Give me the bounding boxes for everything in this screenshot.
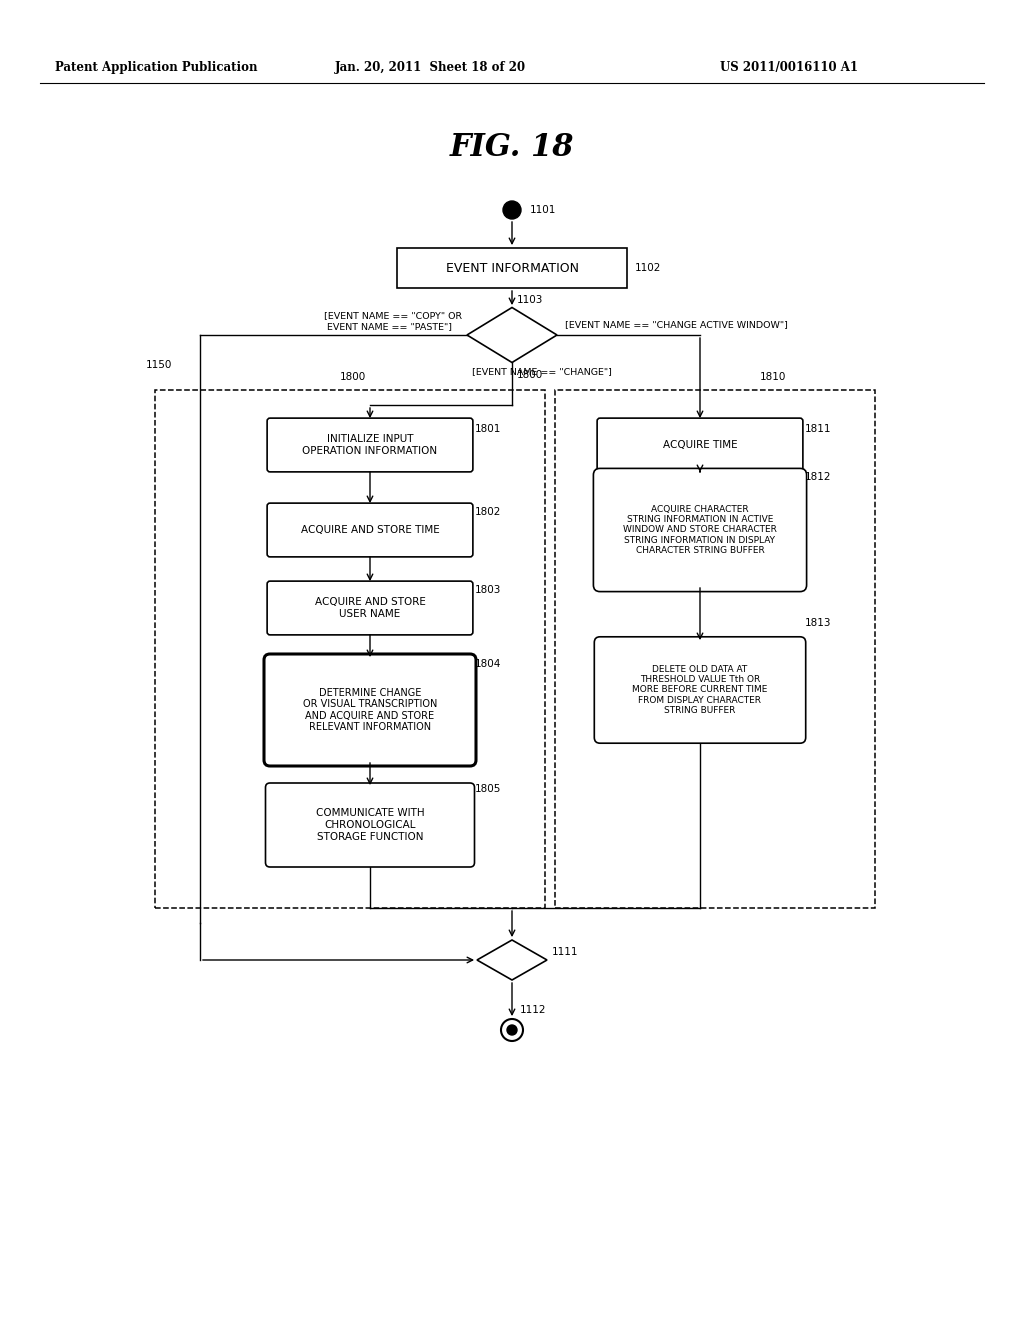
Text: Patent Application Publication: Patent Application Publication bbox=[55, 62, 257, 74]
Polygon shape bbox=[477, 940, 547, 979]
Text: INITIALIZE INPUT
OPERATION INFORMATION: INITIALIZE INPUT OPERATION INFORMATION bbox=[302, 434, 437, 455]
Circle shape bbox=[507, 1026, 517, 1035]
FancyBboxPatch shape bbox=[267, 503, 473, 557]
Text: ACQUIRE TIME: ACQUIRE TIME bbox=[663, 440, 737, 450]
Text: 1805: 1805 bbox=[475, 784, 502, 795]
Text: [EVENT NAME == "CHANGE ACTIVE WINDOW"]: [EVENT NAME == "CHANGE ACTIVE WINDOW"] bbox=[565, 321, 787, 330]
Text: DELETE OLD DATA AT
THRESHOLD VALUE Tth OR
MORE BEFORE CURRENT TIME
FROM DISPLAY : DELETE OLD DATA AT THRESHOLD VALUE Tth O… bbox=[632, 665, 768, 715]
Text: ACQUIRE CHARACTER
STRING INFORMATION IN ACTIVE
WINDOW AND STORE CHARACTER
STRING: ACQUIRE CHARACTER STRING INFORMATION IN … bbox=[623, 504, 777, 556]
Text: 1801: 1801 bbox=[475, 424, 502, 434]
FancyBboxPatch shape bbox=[264, 653, 476, 766]
Text: 1103: 1103 bbox=[517, 294, 544, 305]
Text: 1800: 1800 bbox=[517, 370, 544, 380]
Text: US 2011/0016110 A1: US 2011/0016110 A1 bbox=[720, 62, 858, 74]
Text: [EVENT NAME == "CHANGE"]: [EVENT NAME == "CHANGE"] bbox=[472, 367, 612, 376]
FancyBboxPatch shape bbox=[597, 418, 803, 471]
FancyBboxPatch shape bbox=[593, 469, 807, 591]
Text: 1812: 1812 bbox=[805, 473, 831, 482]
FancyBboxPatch shape bbox=[594, 636, 806, 743]
Text: 1102: 1102 bbox=[635, 263, 662, 273]
Text: 1813: 1813 bbox=[805, 618, 831, 628]
FancyBboxPatch shape bbox=[267, 581, 473, 635]
FancyBboxPatch shape bbox=[265, 783, 474, 867]
Text: 1811: 1811 bbox=[805, 424, 831, 434]
Text: EVENT INFORMATION: EVENT INFORMATION bbox=[445, 261, 579, 275]
Text: 1111: 1111 bbox=[552, 946, 579, 957]
Text: ACQUIRE AND STORE
USER NAME: ACQUIRE AND STORE USER NAME bbox=[314, 597, 425, 619]
Text: Jan. 20, 2011  Sheet 18 of 20: Jan. 20, 2011 Sheet 18 of 20 bbox=[335, 62, 525, 74]
Text: FIG. 18: FIG. 18 bbox=[450, 132, 574, 164]
Text: 1101: 1101 bbox=[530, 205, 556, 215]
Text: 1800: 1800 bbox=[340, 372, 367, 381]
Circle shape bbox=[503, 201, 521, 219]
Text: COMMUNICATE WITH
CHRONOLOGICAL
STORAGE FUNCTION: COMMUNICATE WITH CHRONOLOGICAL STORAGE F… bbox=[315, 808, 424, 842]
Polygon shape bbox=[467, 308, 557, 363]
FancyBboxPatch shape bbox=[397, 248, 627, 288]
Text: 1802: 1802 bbox=[475, 507, 502, 517]
Text: 1804: 1804 bbox=[475, 659, 502, 669]
Text: 1112: 1112 bbox=[520, 1005, 547, 1015]
Text: [EVENT NAME == "COPY" OR
 EVENT NAME == "PASTE"]: [EVENT NAME == "COPY" OR EVENT NAME == "… bbox=[324, 312, 462, 331]
Text: 1150: 1150 bbox=[145, 360, 172, 370]
Text: ACQUIRE AND STORE TIME: ACQUIRE AND STORE TIME bbox=[301, 525, 439, 535]
FancyBboxPatch shape bbox=[267, 418, 473, 471]
Text: 1803: 1803 bbox=[475, 585, 502, 595]
Text: DETERMINE CHANGE
OR VISUAL TRANSCRIPTION
AND ACQUIRE AND STORE
RELEVANT INFORMAT: DETERMINE CHANGE OR VISUAL TRANSCRIPTION… bbox=[303, 688, 437, 733]
Text: 1810: 1810 bbox=[760, 372, 786, 381]
